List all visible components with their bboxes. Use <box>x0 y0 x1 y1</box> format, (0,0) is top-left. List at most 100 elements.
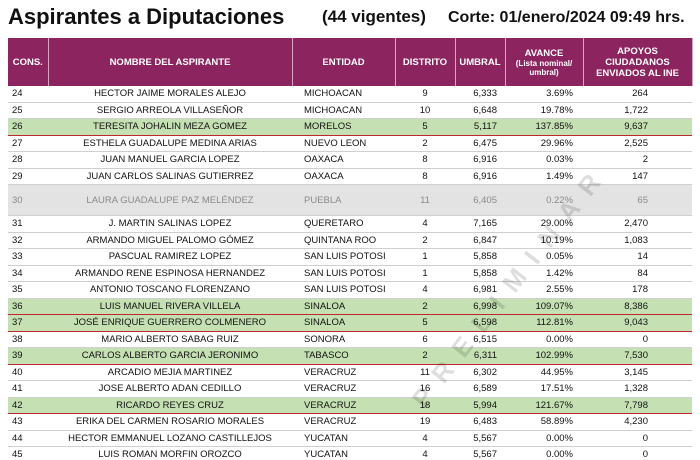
table-cell: 18 <box>395 396 455 414</box>
table-cell: 35 <box>8 281 48 299</box>
column-header: AVANCE (Lista nominal/ umbral) <box>505 38 584 86</box>
table-cell: 43 <box>8 413 48 431</box>
table-cell: 42 <box>8 396 48 414</box>
table-cell: 7,530 <box>583 347 692 365</box>
table-cell: 4 <box>395 430 455 447</box>
table-cell: 2,470 <box>583 215 692 233</box>
table-cell: 137.85% <box>505 118 583 136</box>
table-cell: JOSE ALBERTO ADAN CEDILLO <box>48 380 292 398</box>
table-cell: SAN LUIS POTOSI <box>292 265 395 282</box>
table-cell: PUEBLA <box>292 184 395 216</box>
table-cell: 45 <box>8 446 48 460</box>
table-cell: 3,145 <box>583 364 692 381</box>
table-cell: CARLOS ALBERTO GARCIA JERONIMO <box>48 347 292 365</box>
table-cell: 0.05% <box>505 248 583 266</box>
column-label: CONS. <box>12 56 43 68</box>
table-cell: 29.00% <box>505 215 583 233</box>
table-row: 39 CARLOS ALBERTO GARCIA JERONIMO TABASCO 2… <box>8 347 692 365</box>
table-row: 25 SERGIO ARREOLA VILLASEÑOR MICHOACAN 10 6,… <box>8 102 692 119</box>
table-cell: 58.89% <box>505 413 583 431</box>
table-cell: 0.00% <box>505 446 583 460</box>
table-cell: 0 <box>583 430 692 447</box>
table-cell: ARCADIO MEJIA MARTINEZ <box>48 364 292 381</box>
table-row: 32 ARMANDO MIGUEL PALOMO GÓMEZ QUINTANA RO… <box>8 232 692 249</box>
table-cell: 8 <box>395 168 455 185</box>
column-header: UMBRAL <box>455 38 506 86</box>
table-cell: 2 <box>395 297 455 315</box>
column-label: AVANCE <box>524 47 564 59</box>
table-row: 28 JUAN MANUEL GARCIA LOPEZ OAXACA 8 6,916 0.… <box>8 151 692 169</box>
table-cell: NUEVO LEON <box>292 135 395 152</box>
table-cell: 1,083 <box>583 232 692 249</box>
table-cell: LUIS MANUEL RIVERA VILLELA <box>48 297 292 315</box>
table-cell: 9 <box>395 86 455 103</box>
table-cell: 8,386 <box>583 297 692 315</box>
table-cell: ERIKA DEL CARMEN ROSARIO MORALES <box>48 413 292 431</box>
table-cell: 5,567 <box>455 430 505 447</box>
header-row: CONS. NOMBRE DEL ASPIRANTE ENTIDAD DISTRITO… <box>8 38 693 86</box>
table-cell: 0.00% <box>505 430 583 447</box>
table-cell: 32 <box>8 232 48 249</box>
table-cell: 37 <box>8 314 48 332</box>
column-header: CONS. <box>8 38 49 86</box>
table-cell: OAXACA <box>292 151 395 169</box>
table-row: 45 LUIS ROMAN MORFIN OROZCO YUCATAN 4 5,567 0… <box>8 446 692 460</box>
table-cell: 6,589 <box>455 380 505 398</box>
table-cell: JOSÉ ENRIQUE GUERRERO COLMENERO <box>48 314 292 332</box>
table-cell: VERACRUZ <box>292 380 395 398</box>
table-cell: PASCUAL RAMIREZ LOPEZ <box>48 248 292 266</box>
table-cell: OAXACA <box>292 168 395 185</box>
table-cell: 0 <box>583 446 692 460</box>
table-cell: RICARDO REYES CRUZ <box>48 396 292 414</box>
table-cell: 6,405 <box>455 184 505 216</box>
table-row: 30 LAURA GUADALUPE PAZ MELÉNDEZ PUEBLA 11 6,… <box>8 184 692 216</box>
table-cell: 121.67% <box>505 396 583 414</box>
table-cell: 84 <box>583 265 692 282</box>
table-row: 35 ANTONIO TOSCANO FLORENZANO SAN LUIS POT… <box>8 281 692 299</box>
table-row: 34 ARMANDO RENE ESPINOSA HERNANDEZ SAN LUI… <box>8 265 692 282</box>
table-cell: 31 <box>8 215 48 233</box>
table-cell: 34 <box>8 265 48 282</box>
table-row: 26 TERESITA JOHALIN MEZA GOMEZ MORELOS 5 5,1… <box>8 118 692 136</box>
column-note: (Lista nominal/ umbral) <box>515 58 573 77</box>
table-cell: 28 <box>8 151 48 169</box>
column-label: DISTRITO <box>402 56 448 68</box>
table-cell: 1 <box>395 265 455 282</box>
table-cell: 1 <box>395 248 455 266</box>
table-cell: 4 <box>395 281 455 299</box>
table-cell: 2 <box>395 232 455 249</box>
table-cell: 5,858 <box>455 248 505 266</box>
table-cell: TERESITA JOHALIN MEZA GOMEZ <box>48 118 292 136</box>
table-cell: 10 <box>395 102 455 119</box>
table-cell: 5,994 <box>455 396 505 414</box>
table-cell: SINALOA <box>292 314 395 332</box>
table-cell: 3.69% <box>505 86 583 103</box>
table-cell: QUINTANA ROO <box>292 232 395 249</box>
table-cell: 17.51% <box>505 380 583 398</box>
table-cell: 6,475 <box>455 135 505 152</box>
table-cell: 6,483 <box>455 413 505 431</box>
table-cell: MICHOACAN <box>292 86 395 103</box>
table-cell: 5 <box>395 118 455 136</box>
table-cell: YUCATAN <box>292 446 395 460</box>
table-cell: 25 <box>8 102 48 119</box>
table-cell: 29 <box>8 168 48 185</box>
table-cell: ARMANDO MIGUEL PALOMO GÓMEZ <box>48 232 292 249</box>
table-cell: 0.22% <box>505 184 583 216</box>
table-cell: ESTHELA GUADALUPE MEDINA ARIAS <box>48 135 292 152</box>
table-cell: QUERETARO <box>292 215 395 233</box>
table-cell: LAURA GUADALUPE PAZ MELÉNDEZ <box>48 184 292 216</box>
table-cell: TABASCO <box>292 347 395 365</box>
column-header: APOYOS CIUDADANOS ENVIADOS AL INE <box>583 38 693 86</box>
table-cell: 6,998 <box>455 297 505 315</box>
table-cell: HECTOR JAIME MORALES ALEJO <box>48 86 292 103</box>
table-row: 42 RICARDO REYES CRUZ VERACRUZ 18 5,994 121.6… <box>8 396 692 414</box>
table-cell: 19.78% <box>505 102 583 119</box>
column-label: APOYOS CIUDADANOS ENVIADOS AL INE <box>596 45 679 79</box>
table-cell: SERGIO ARREOLA VILLASEÑOR <box>48 102 292 119</box>
table-cell: LUIS ROMAN MORFIN OROZCO <box>48 446 292 460</box>
table-row: 24 HECTOR JAIME MORALES ALEJO MICHOACAN 9 6,… <box>8 86 692 103</box>
table-cell: 6,916 <box>455 168 505 185</box>
table-row: 31 J. MARTIN SALINAS LOPEZ QUERETARO 4 7,165… <box>8 215 692 233</box>
column-header: ENTIDAD <box>292 38 396 86</box>
